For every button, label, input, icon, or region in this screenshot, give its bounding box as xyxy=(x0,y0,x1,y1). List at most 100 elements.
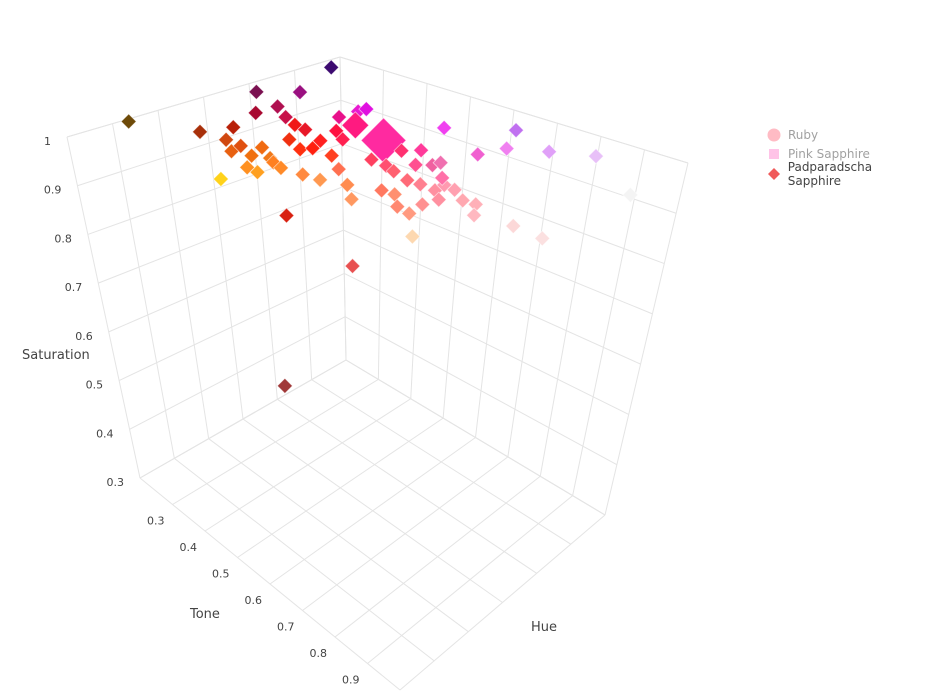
data-point[interactable] xyxy=(330,109,348,126)
gridline-tone xyxy=(339,56,347,361)
data-point[interactable] xyxy=(281,131,298,148)
data-point[interactable] xyxy=(239,159,256,176)
data-point[interactable] xyxy=(341,111,370,140)
data-point[interactable] xyxy=(232,137,249,154)
y-tick-label: 0.7 xyxy=(277,621,295,634)
z-tick-label: 0.7 xyxy=(65,281,83,294)
data-point[interactable] xyxy=(272,159,289,176)
data-point[interactable] xyxy=(297,121,314,138)
data-point[interactable] xyxy=(389,198,406,215)
data-point[interactable] xyxy=(292,141,309,158)
data-point[interactable] xyxy=(505,217,522,235)
grid-lines xyxy=(66,56,689,691)
data-point[interactable] xyxy=(446,181,463,198)
data-point[interactable] xyxy=(248,83,265,100)
data-point[interactable] xyxy=(393,142,410,159)
gridline-hue xyxy=(208,438,469,633)
data-point[interactable] xyxy=(469,146,486,163)
data-point[interactable] xyxy=(339,176,356,193)
data-point[interactable] xyxy=(291,84,309,101)
data-point[interactable] xyxy=(120,113,137,130)
legend-label: Padparadscha Sapphire xyxy=(787,159,873,188)
gridline-tone xyxy=(539,136,602,477)
data-point[interactable] xyxy=(399,172,416,189)
data-point[interactable] xyxy=(404,228,421,245)
data-point[interactable] xyxy=(622,186,639,203)
data-point[interactable] xyxy=(312,132,329,149)
data-point[interactable] xyxy=(218,131,235,148)
y-tick-label: 0.3 xyxy=(147,515,165,528)
z-tick-label: 0.4 xyxy=(96,427,114,440)
data-point[interactable] xyxy=(269,98,286,115)
data-point[interactable] xyxy=(191,123,209,140)
data-point[interactable] xyxy=(253,139,271,156)
data-point[interactable] xyxy=(330,161,347,178)
z-tick-label: 0.6 xyxy=(75,330,93,343)
data-point[interactable] xyxy=(434,169,451,186)
legend-item-pink-sapphire[interactable]: Pink Sapphire xyxy=(760,145,928,165)
legend: Ruby Pink Sapphire Padparadscha Sapphire xyxy=(760,125,928,188)
legend-item-ruby[interactable]: Ruby xyxy=(760,125,928,145)
gridline-saturation xyxy=(98,186,343,284)
data-point[interactable] xyxy=(312,171,329,188)
data-point[interactable] xyxy=(343,191,360,208)
gridline-saturation xyxy=(129,316,346,430)
data-point[interactable] xyxy=(323,59,340,76)
data-point[interactable] xyxy=(344,257,361,275)
y-tick-label: 0.5 xyxy=(212,568,230,581)
data-point[interactable] xyxy=(534,230,551,247)
data-point[interactable] xyxy=(465,207,483,224)
data-point[interactable] xyxy=(334,131,351,148)
square-icon xyxy=(760,147,788,161)
gridline-saturation xyxy=(87,143,342,235)
gridline-saturation xyxy=(77,99,342,187)
data-point[interactable] xyxy=(386,186,403,203)
gridline-saturation xyxy=(344,272,629,415)
data-point[interactable] xyxy=(407,156,424,173)
y-tick-label: 0.6 xyxy=(245,594,263,607)
data-point[interactable] xyxy=(432,154,449,171)
gridline-tone xyxy=(572,149,645,496)
z-axis-title: Saturation xyxy=(22,348,90,363)
gridline-tone xyxy=(442,96,471,419)
gridline-hue xyxy=(174,457,435,662)
diamond-icon xyxy=(760,167,788,181)
data-point[interactable] xyxy=(385,163,402,180)
data-point[interactable] xyxy=(401,205,418,222)
data-point[interactable] xyxy=(507,122,525,139)
data-point[interactable] xyxy=(412,176,429,193)
tick-labels: 0.3 0.4 0.5 0.6 0.7 0.8 0.9 1 0.3 0.4 0.5 0.6 0.7 0.8… xyxy=(44,135,360,687)
data-point[interactable] xyxy=(454,192,471,209)
gridline-hue xyxy=(139,477,401,691)
data-point[interactable] xyxy=(498,140,515,157)
data-point[interactable] xyxy=(294,166,311,183)
y-tick-label: 0.8 xyxy=(310,647,328,660)
x-axis-title: Hue xyxy=(531,620,557,635)
data-point[interactable] xyxy=(358,101,375,118)
data-point[interactable] xyxy=(363,151,380,168)
data-point[interactable] xyxy=(413,142,430,159)
data-point[interactable] xyxy=(212,170,229,188)
data-point[interactable] xyxy=(323,147,340,164)
data-point[interactable] xyxy=(587,148,605,165)
data-point[interactable] xyxy=(373,182,390,199)
data-point[interactable] xyxy=(278,207,295,224)
data-point[interactable] xyxy=(247,104,264,121)
legend-item-padparadscha-sapphire[interactable]: Padparadscha Sapphire xyxy=(760,160,928,188)
gridline-saturation xyxy=(341,143,665,265)
data-point[interactable] xyxy=(243,147,260,164)
data-point[interactable] xyxy=(276,377,293,394)
data-point[interactable] xyxy=(436,119,453,136)
gridline-saturation xyxy=(340,99,677,214)
data-point[interactable] xyxy=(225,119,242,136)
circle-icon xyxy=(760,128,788,142)
data-point[interactable] xyxy=(430,191,447,208)
data-point[interactable] xyxy=(414,196,431,213)
data-point[interactable] xyxy=(277,109,294,126)
gridline-hue xyxy=(112,123,175,459)
y-axis-title: Tone xyxy=(189,607,220,622)
data-point[interactable] xyxy=(541,143,558,160)
z-tick-label: 0.5 xyxy=(86,379,104,392)
z-tick-label: 0.3 xyxy=(107,476,125,489)
